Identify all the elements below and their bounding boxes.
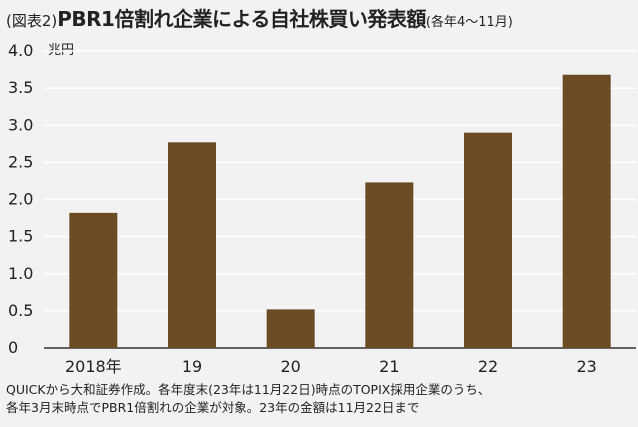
bar: [464, 132, 512, 348]
x-tick-label: 2018年: [65, 357, 122, 376]
x-tick-label: 22: [478, 357, 498, 376]
bar: [562, 74, 611, 348]
y-tick-label: 0.5: [8, 301, 33, 320]
y-tick-label: 3.0: [8, 115, 33, 134]
bar: [69, 212, 118, 348]
x-tick-label: 20: [280, 357, 300, 376]
title-period: (各年4〜11月): [425, 15, 513, 30]
y-tick-label: 2.0: [8, 190, 33, 209]
chart-title: (図表2)PBR1倍割れ企業による自社株買い発表額(各年4〜11月): [6, 4, 634, 38]
y-tick-label: 2.5: [8, 152, 33, 171]
bar: [168, 142, 216, 348]
y-tick-label: 1.0: [8, 264, 33, 283]
bar: [365, 182, 414, 348]
x-tick-label: 23: [576, 357, 596, 376]
source-note-line-1: QUICKから大和証券作成。各年度末(23年は11月22日)時点のTOPIX採用…: [6, 382, 491, 397]
x-tick-label: 21: [379, 357, 399, 376]
y-tick-label: 0: [8, 338, 18, 357]
source-note-line-2: 各年3月末時点でPBR1倍割れの企業が対象。23年の金額は11月22日まで: [6, 400, 420, 415]
title-main: PBR1倍割れ企業による自社株買い発表額: [57, 7, 426, 31]
y-tick-label: 3.5: [8, 78, 33, 97]
bar: [266, 309, 315, 348]
x-tick-label: 19: [182, 357, 202, 376]
y-tick-label: 1.5: [8, 227, 33, 246]
y-tick-label: 4.0: [8, 41, 33, 60]
figure-number: (図表2): [6, 12, 58, 30]
